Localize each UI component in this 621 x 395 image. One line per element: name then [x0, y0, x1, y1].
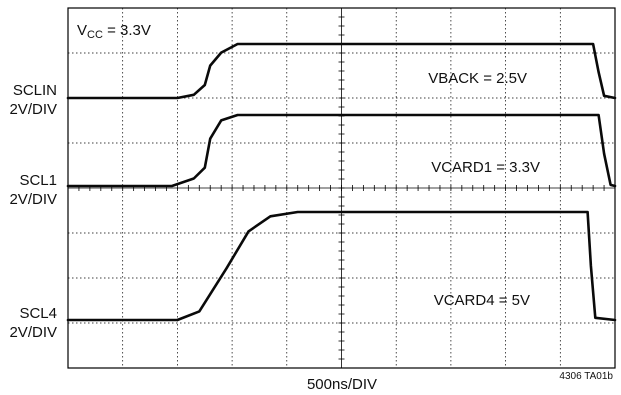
channel-scale-sclin: 2V/DIV	[9, 101, 57, 118]
x-axis-label: 500ns/DIV	[307, 376, 377, 393]
trace-sclin	[66, 42, 617, 100]
supply-voltage-value: = 3.3V	[103, 22, 151, 39]
trace-scl1	[66, 113, 617, 188]
trace-layer	[66, 42, 617, 322]
supply-voltage-prefix: V	[77, 22, 87, 39]
channel-label-sclin: SCLIN	[13, 82, 57, 99]
annotation-vcard4: VCARD4 = 5V	[434, 292, 530, 309]
channel-scale-scl4: 2V/DIV	[9, 324, 57, 341]
channel-label-scl4: SCL4	[19, 305, 57, 322]
supply-voltage-subscript: CC	[87, 29, 103, 41]
trace-scl4	[66, 210, 617, 322]
supply-voltage-label: VCC = 3.3V	[77, 22, 151, 41]
channel-scale-scl1: 2V/DIV	[9, 191, 57, 208]
annotation-vback: VBACK = 2.5V	[428, 70, 527, 87]
channel-label-scl1: SCL1	[19, 172, 57, 189]
annotation-vcard1: VCARD1 = 3.3V	[431, 159, 540, 176]
figure-id: 4306 TA01b	[559, 371, 613, 382]
plot-frame	[67, 7, 616, 369]
